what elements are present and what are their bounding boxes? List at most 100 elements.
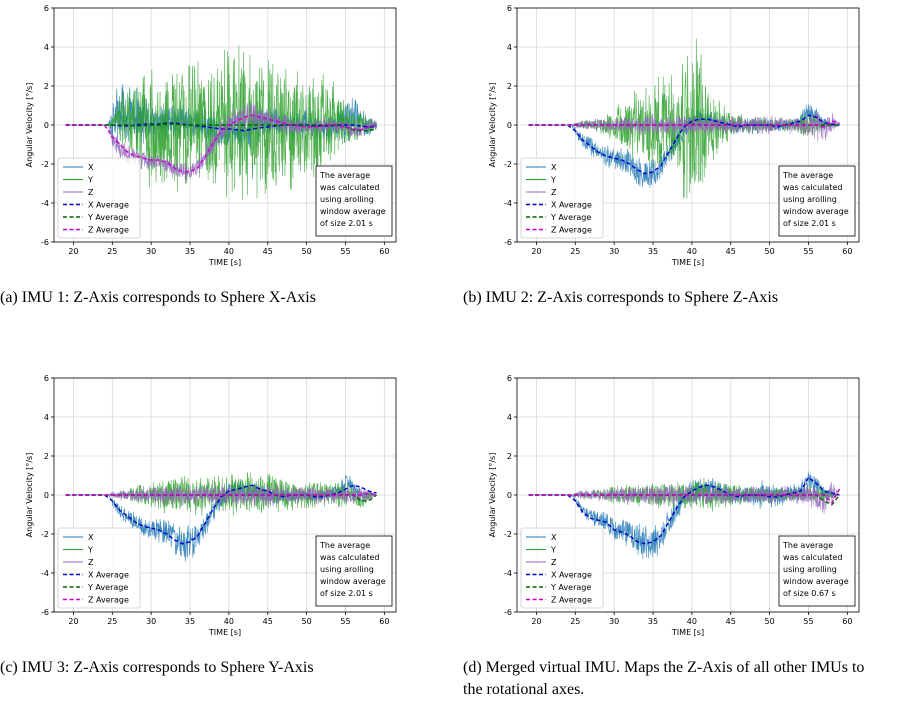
annotation-line: The average [782, 541, 833, 550]
x-tick-label: 55 [803, 617, 813, 626]
y-axis-label: Angular Velocity [°/s] [25, 83, 34, 168]
annotation-line: window average [320, 577, 386, 586]
annotation-box [315, 535, 393, 607]
annotation-line: window average [320, 207, 386, 216]
annotation-line: was calculated [320, 183, 379, 192]
x-tick-label: 60 [842, 247, 852, 256]
chart-b: 20 25 30 35 40 45 50 55 60 -6 -4 -2 0 2 4 6 TIME [s] Angu… [488, 4, 860, 267]
annotation-box [778, 535, 856, 607]
legend-label: Y [550, 546, 556, 555]
x-tick-label: 30 [609, 617, 619, 626]
y-tick-label: 2 [44, 82, 49, 91]
series-line-x-average [528, 476, 840, 545]
y-axis-label: Angular Velocity [°/s] [488, 83, 497, 168]
x-tick-label: 45 [726, 247, 736, 256]
annotation-line: using arolling [320, 195, 374, 204]
y-tick-label: -4 [504, 569, 512, 578]
y-tick-label: -4 [41, 199, 49, 208]
legend-label: Z Average [88, 596, 129, 605]
legend-label: Y Average [87, 213, 128, 222]
caption-b: (b) IMU 2: Z-Axis corresponds to Sphere … [463, 289, 779, 306]
average-signals [528, 114, 840, 175]
legend: XYZ X Average Y Average Z Average [57, 157, 141, 239]
y-tick-label: 4 [507, 43, 512, 52]
x-tick-label: 30 [609, 247, 619, 256]
x-tick-label: 35 [648, 247, 658, 256]
x-axis-label: TIME [s] [671, 258, 704, 267]
series-line-y-average [65, 123, 377, 132]
y-tick-label: -6 [41, 608, 49, 617]
x-axis-label: TIME [s] [671, 628, 704, 637]
legend-label: X [88, 533, 94, 542]
x-tick-label: 45 [726, 617, 736, 626]
legend-label: Y [87, 176, 93, 185]
series-line-z [65, 483, 377, 507]
x-tick-label: 50 [765, 617, 775, 626]
y-tick-label: 4 [507, 413, 512, 422]
y-tick-label: 4 [44, 43, 49, 52]
average-signals [528, 476, 841, 545]
x-tick-label: 45 [263, 247, 273, 256]
legend-label: Z Average [551, 226, 592, 235]
y-tick-label: -6 [41, 238, 49, 247]
annotation: The average was calculated using arolling w… [778, 165, 856, 237]
y-tick-label: -4 [41, 569, 49, 578]
annotation: The average was calculated using arolling w… [315, 535, 393, 607]
legend-label: X Average [551, 201, 592, 210]
x-tick-label: 50 [302, 247, 312, 256]
annotation-line: of size 0.67 s [783, 589, 836, 598]
legend-box [520, 157, 604, 239]
x-tick-label: 25 [570, 617, 580, 626]
x-tick-label: 20 [68, 247, 78, 256]
x-tick-label: 40 [687, 247, 697, 256]
y-tick-label: 2 [507, 452, 512, 461]
y-tick-label: 0 [507, 491, 512, 500]
series-line-x-average [65, 122, 377, 132]
y-tick-label: -2 [504, 160, 512, 169]
panel-b: 20 25 30 35 40 45 50 55 60 -6 -4 -2 0 2 4 6 TIME [s] Angu… [463, 0, 883, 306]
legend-label: Y [550, 176, 556, 185]
series-line-x-average [528, 114, 840, 175]
y-tick-label: -2 [41, 530, 49, 539]
x-tick-label: 25 [570, 247, 580, 256]
legend-label: X Average [551, 571, 592, 580]
legend-label: X [88, 163, 94, 172]
x-tick-label: 55 [803, 247, 813, 256]
annotation-line: window average [783, 577, 849, 586]
y-tick-label: -2 [41, 160, 49, 169]
annotation-box [315, 165, 393, 237]
annotation-line: The average [319, 541, 370, 550]
series-line-y [65, 45, 377, 201]
annotation-line: using arolling [783, 565, 837, 574]
legend-label: Z [551, 558, 557, 567]
caption-c: (c) IMU 3: Z-Axis corresponds to Sphere … [0, 659, 314, 676]
annotation-line: using arolling [783, 195, 837, 204]
annotation-line: was calculated [783, 183, 842, 192]
panel-c: 20 25 30 35 40 45 50 55 60 -6 -4 -2 0 2 4 6 TIME [s] Angu… [0, 370, 420, 676]
annotation-line: The average [782, 171, 833, 180]
y-axis-label: Angular Velocity [°/s] [25, 453, 34, 538]
x-tick-label: 55 [340, 247, 350, 256]
x-tick-label: 40 [224, 247, 234, 256]
annotation-line: of size 2.01 s [320, 219, 373, 228]
raw-signals [65, 472, 377, 562]
legend-box [520, 527, 604, 609]
legend-label: Z Average [88, 226, 129, 235]
series-line-z-average [528, 488, 841, 504]
caption-a: (a) IMU 1: Z-Axis corresponds to Sphere … [0, 289, 316, 306]
x-axis-label: TIME [s] [208, 258, 241, 267]
annotation-box [778, 165, 856, 237]
y-tick-label: 6 [44, 4, 49, 13]
x-tick-label: 30 [146, 617, 156, 626]
chart-d: 20 25 30 35 40 45 50 55 60 -6 -4 -2 0 2 4 6 TIME [s] Angu… [488, 374, 860, 637]
series-line-z-average [65, 492, 377, 496]
annotation-line: of size 2.01 s [320, 589, 373, 598]
legend-box [57, 527, 141, 609]
y-tick-label: 0 [507, 121, 512, 130]
legend-label: Y Average [550, 213, 591, 222]
annotation-line: of size 2.01 s [783, 219, 836, 228]
annotation-line: The average [319, 171, 370, 180]
y-tick-label: -4 [504, 199, 512, 208]
annotation: The average was calculated using arolling w… [315, 165, 393, 237]
legend-box [57, 157, 141, 239]
